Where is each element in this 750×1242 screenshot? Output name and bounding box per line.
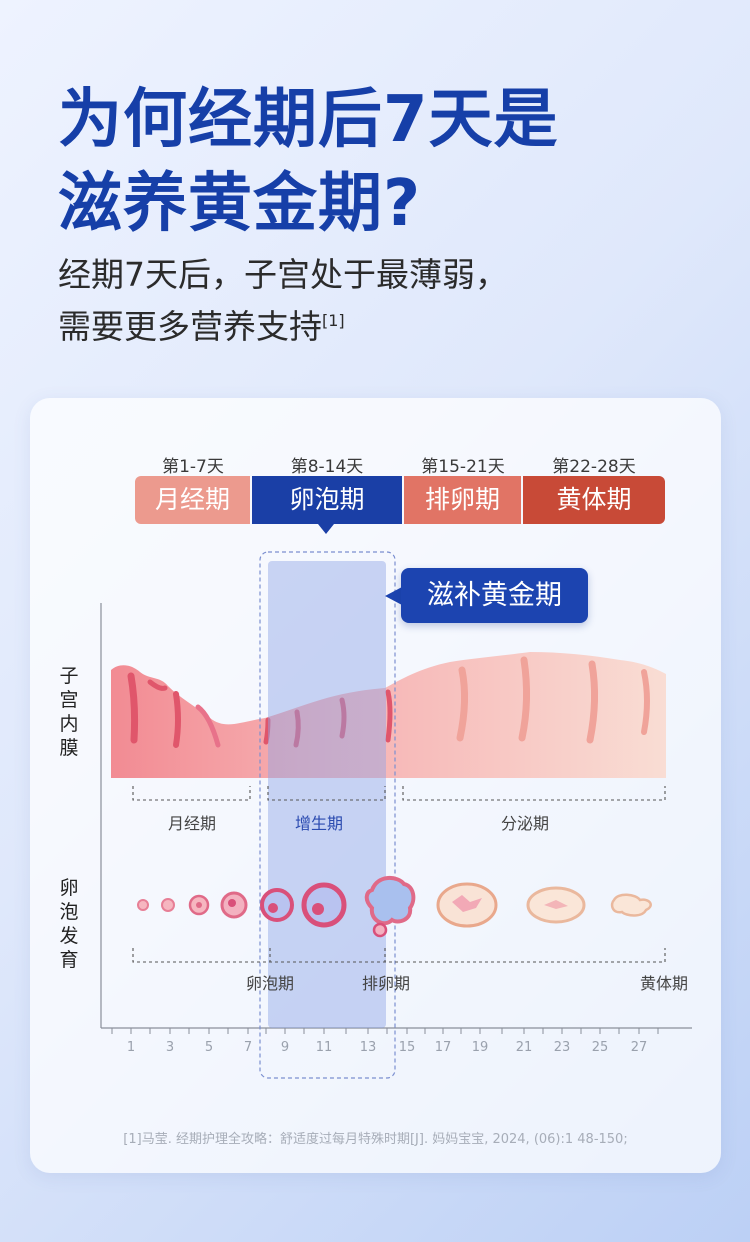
tick-label-17: 17 [434,1040,452,1055]
subtitle-reference: [1] [322,311,345,330]
subtitle-line-2: 需要更多营养支持 [58,307,322,346]
follicle-stage-follicular: 卵泡期 [245,974,294,993]
tick-label-7: 7 [243,1040,253,1055]
phase-days-4: 第22-28天 [552,457,636,477]
phase-days-1: 第1-7天 [162,457,224,477]
endometrium-stage-secretory: 分泌期 [500,814,549,833]
endometrium-brackets [132,786,666,801]
tick-label-1: 1 [126,1040,136,1055]
subtitle: 经期7天后，子宫处于最薄弱， 需要更多营养支持[1] [58,252,508,350]
golden-period-frame [259,551,396,1079]
golden-period-callout: 滋补黄金期 [401,568,588,623]
tick-label-19: 19 [471,1040,489,1055]
tick-label-3: 3 [165,1040,175,1055]
endometrium-stage-proliferative: 增生期 [294,814,343,833]
title-line-2: 滋养黄金期? [58,167,422,241]
row-label-endometrium: 子宫内膜 [59,665,79,759]
phase-days-3: 第15-21天 [421,457,505,477]
subtitle-line-1: 经期7天后，子宫处于最薄弱， [58,255,508,294]
tick-label-5: 5 [204,1040,214,1055]
endometrium-stage-menstrual: 月经期 [167,814,216,833]
tick-label-21: 21 [515,1040,533,1055]
page-title: 为何经期后7天是 滋养黄金期? [58,78,559,246]
endometrium-glands [127,656,650,748]
title-line-1: 为何经期后7天是 [58,83,559,157]
follicle-stage-ovulation: 排卵期 [361,974,410,993]
tick-label-11: 11 [315,1040,333,1055]
tick-label-23: 23 [553,1040,571,1055]
phase-follicular: 卵泡期 [252,476,402,524]
phase-pointer [318,524,334,534]
golden-period-highlight [268,561,386,1028]
callout-pointer [385,587,402,605]
phase-luteal: 黄体期 [523,476,665,524]
diagram-card [30,398,721,1173]
footnote: [1]马莹. 经期护理全攻略：舒适度过每月特殊时期[J]. 妈妈宝宝, 2024… [123,1132,628,1147]
follicle-stage-luteal: 黄体期 [639,974,688,993]
phase-days-2: 第8-14天 [290,457,364,477]
tick-label-15: 15 [398,1040,416,1055]
phase-ovulation: 排卵期 [404,476,521,524]
tick-label-9: 9 [280,1040,290,1055]
follicle-brackets [132,948,666,963]
x-axis-ticks [111,1028,659,1034]
tick-label-13: 13 [359,1040,377,1055]
phase-menstrual: 月经期 [135,476,250,524]
tick-label-27: 27 [630,1040,648,1055]
follicle-sequence [137,876,652,938]
row-label-follicle: 卵泡发育 [59,877,79,971]
tick-label-25: 25 [591,1040,609,1055]
